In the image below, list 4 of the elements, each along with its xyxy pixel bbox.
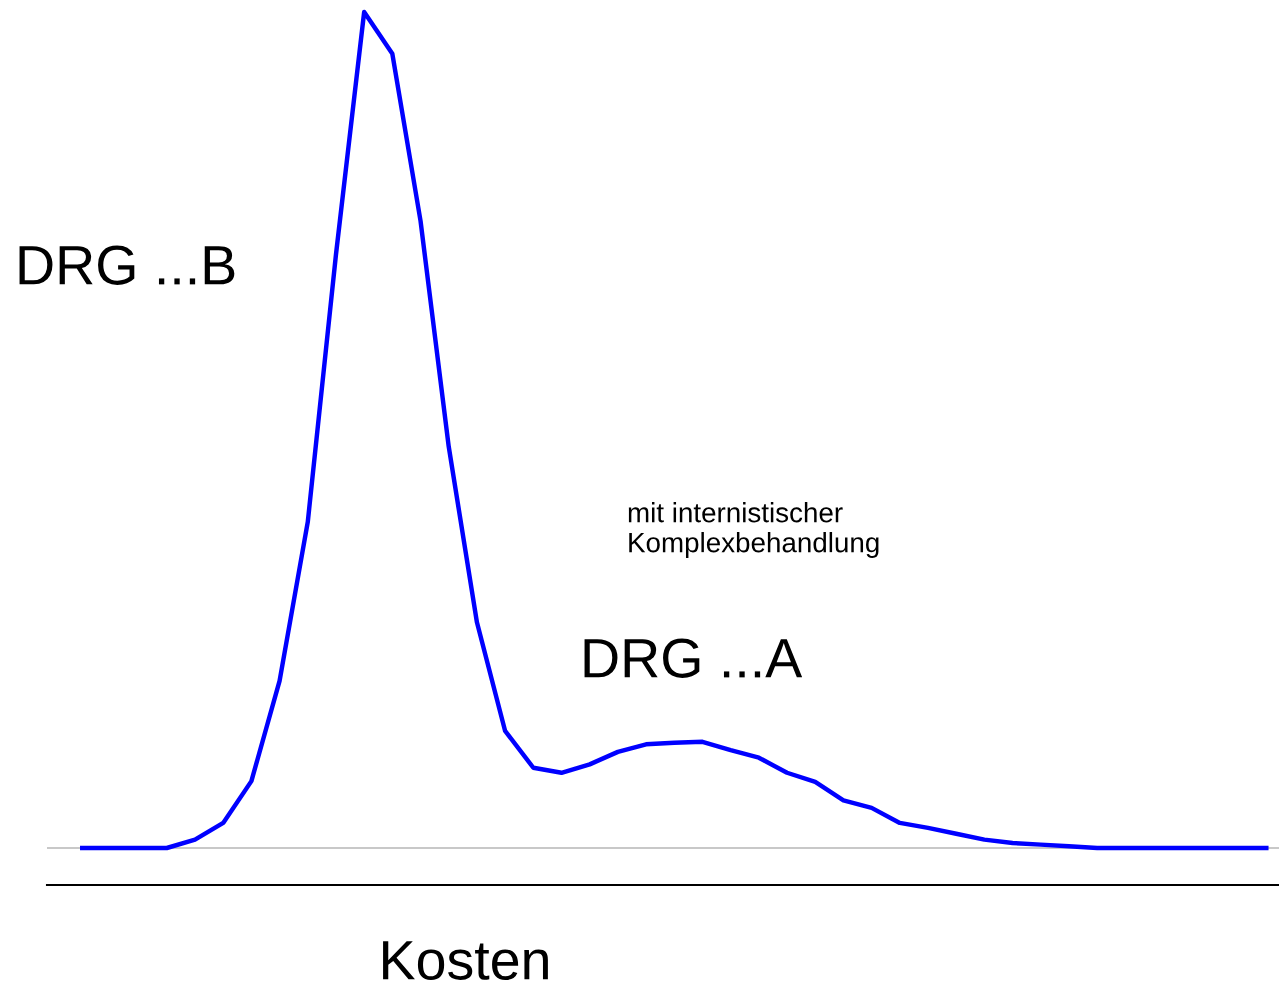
annotation: DRG ...A	[584, 638, 803, 678]
x-axis-title: Kosten	[383, 941, 548, 980]
annotation: mit internistischer Komplexbehandlung	[628, 502, 879, 558]
annotation: DRG ...B	[19, 245, 235, 285]
